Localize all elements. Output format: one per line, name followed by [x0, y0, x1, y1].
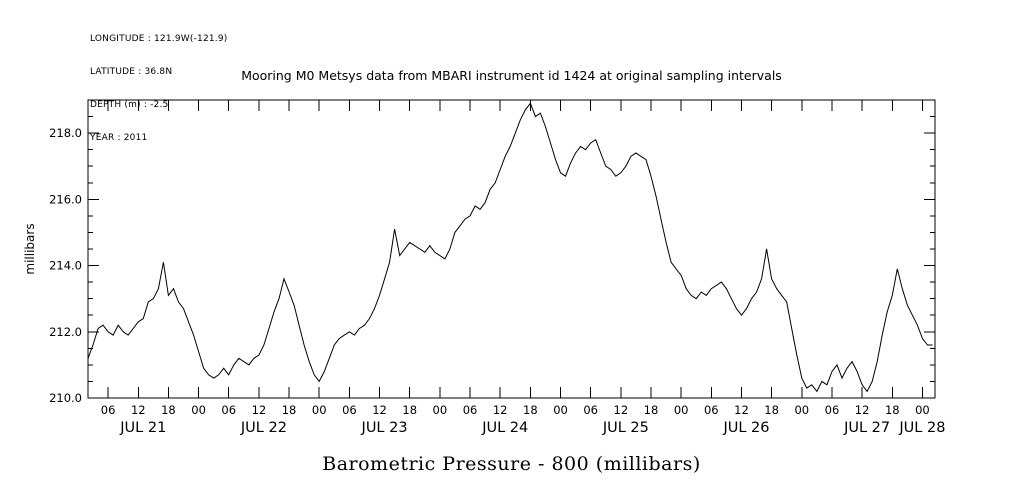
x-tick-label: 12	[855, 403, 870, 417]
x-tick-label: 06	[342, 403, 357, 417]
plot-frame	[87, 99, 936, 399]
chart-title: Mooring M0 Metsys data from MBARI instru…	[241, 68, 782, 83]
x-tick-label: 18	[161, 403, 176, 417]
y-axis-label: millibars	[23, 223, 37, 275]
x-tick-label: 06	[221, 403, 236, 417]
x-tick-label: 00	[191, 403, 206, 417]
x-tick-label: 12	[614, 403, 629, 417]
y-tick-label: 218.0	[49, 126, 82, 140]
x-tick-label: 00	[553, 403, 568, 417]
metadata-longitude: LONGITUDE : 121.9W(-121.9)	[90, 34, 228, 44]
y-tick-label: 210.0	[49, 391, 82, 405]
x-tick-label: 06	[825, 403, 840, 417]
x-tick-label: 12	[372, 403, 387, 417]
day-label: JUL 21	[119, 420, 166, 436]
metadata-block: LONGITUDE : 121.9W(-121.9) LATITUDE : 36…	[90, 12, 228, 166]
metadata-year: YEAR : 2011	[90, 133, 148, 143]
x-tick-label: 00	[433, 403, 448, 417]
x-tick-label: 12	[493, 403, 508, 417]
x-tick-label: 18	[523, 403, 538, 417]
pressure-data-line	[87, 102, 933, 393]
day-label: JUL 28	[898, 420, 945, 436]
x-tick-label: 12	[131, 403, 146, 417]
y-tick-label: 214.0	[49, 259, 82, 273]
x-tick-label: 00	[674, 403, 689, 417]
day-label: JUL 22	[240, 420, 287, 436]
x-tick-label: 06	[583, 403, 598, 417]
x-tick-label: 18	[885, 403, 900, 417]
x-tick-label: 00	[915, 403, 930, 417]
x-tick-label: 18	[402, 403, 417, 417]
x-tick-label: 18	[644, 403, 659, 417]
x-tick-label: 12	[252, 403, 267, 417]
day-label: JUL 24	[481, 420, 528, 436]
day-label: JUL 26	[722, 420, 769, 436]
y-tick-label: 212.0	[49, 325, 82, 339]
x-tick-label: 18	[764, 403, 779, 417]
y-tick-label: 216.0	[49, 192, 82, 206]
metadata-depth: DEPTH (m) : -2.5	[90, 100, 169, 110]
x-tick-label: 00	[312, 403, 327, 417]
x-tick-label: 06	[101, 403, 116, 417]
day-label: JUL 27	[843, 420, 890, 436]
metadata-latitude: LATITUDE : 36.8N	[90, 67, 173, 77]
x-tick-label: 12	[734, 403, 749, 417]
day-label: JUL 25	[602, 420, 649, 436]
x-axis-label: Barometric Pressure - 800 (millibars)	[322, 453, 701, 475]
x-tick-label: 06	[704, 403, 719, 417]
day-label: JUL 23	[361, 420, 408, 436]
x-tick-label: 00	[794, 403, 809, 417]
x-tick-label: 06	[463, 403, 478, 417]
x-tick-label: 18	[282, 403, 297, 417]
